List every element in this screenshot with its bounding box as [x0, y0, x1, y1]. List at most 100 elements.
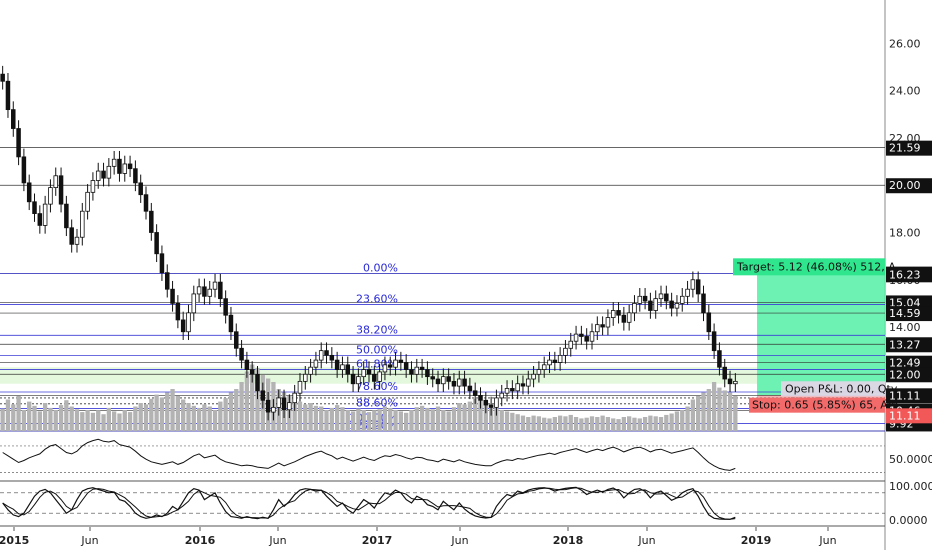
volume-bar	[32, 405, 37, 431]
time-axis[interactable]: 2015 Jun 2016 Jun 2017 Jun 2018 Jun 2019 Jun	[0, 527, 837, 547]
candle-body	[541, 364, 547, 370]
volume-bar	[191, 405, 196, 431]
stop-label-box	[749, 397, 885, 413]
candle-body	[669, 300, 674, 309]
candle-body	[488, 404, 494, 408]
candle-body	[632, 302, 637, 314]
candle-body	[122, 163, 128, 174]
candle-body	[536, 369, 542, 375]
volume-bar	[515, 414, 520, 431]
volume-bar	[377, 409, 382, 431]
volume-bar	[122, 410, 127, 431]
year-tick-label: 2017	[362, 534, 393, 547]
candle-body	[621, 314, 627, 323]
candle-body	[573, 333, 579, 342]
volume-bar	[526, 417, 531, 431]
target-label: Target: 5.12 (46.08%) 512, A	[736, 260, 896, 273]
candle-body	[287, 402, 292, 411]
candle-body	[26, 182, 32, 203]
candle-body	[111, 158, 117, 167]
candle-body	[435, 378, 441, 385]
candle-body	[85, 191, 90, 212]
volume-bar	[510, 412, 515, 431]
volume-bar	[621, 417, 627, 431]
volume-bar	[717, 387, 722, 431]
candle-body	[361, 369, 366, 378]
candle-body	[186, 312, 191, 333]
candle-body	[441, 376, 446, 385]
price-badge-label: 20.00	[889, 179, 921, 192]
candle-body	[579, 333, 584, 337]
volume-bar	[303, 404, 308, 431]
volume-bar	[212, 410, 218, 431]
candle-body	[589, 331, 595, 342]
candle-body	[664, 293, 669, 302]
candle-body	[90, 180, 96, 193]
candle-body	[324, 350, 329, 356]
volume-bar	[430, 409, 435, 431]
volume-bar	[207, 406, 212, 431]
position-tool[interactable]: Target: 5.12 (46.08%) 512, A Open P&L: 0.…	[733, 258, 898, 413]
candle-body	[457, 378, 462, 387]
price-badge-red	[886, 408, 932, 424]
volume-bar	[414, 407, 419, 431]
volume-bar	[552, 417, 557, 431]
candle-body	[276, 397, 281, 408]
candle-body	[202, 286, 207, 297]
volume-bar	[361, 410, 366, 431]
stop-label: Stop: 0.65 (5.85%) 65, Am	[752, 399, 898, 412]
volume-bar	[563, 416, 568, 431]
candle-body	[53, 175, 59, 188]
volume-bar	[669, 413, 674, 431]
candle-body	[706, 312, 712, 333]
volume-bar	[595, 417, 600, 431]
rsi-pane: 50.0000	[0, 438, 932, 473]
price-badge	[886, 388, 932, 404]
candle-body	[48, 187, 53, 205]
price-badge-label: 21.59	[889, 142, 921, 155]
volume-bar	[175, 396, 181, 431]
price-axis[interactable]: 26.0024.0022.0020.0018.0016.0014.0012.00…	[886, 37, 932, 432]
candle-body	[80, 210, 85, 238]
candle-body	[74, 236, 80, 245]
year-tick-label: 2016	[185, 534, 216, 547]
candle-body	[133, 168, 138, 184]
candle-body	[520, 383, 526, 387]
volume-bar	[706, 389, 711, 431]
candle-body	[414, 366, 420, 375]
volume-bar	[64, 400, 69, 431]
candle-body	[403, 362, 409, 370]
candle-body	[366, 369, 372, 375]
volume-bar	[117, 413, 122, 431]
price-badge	[886, 337, 932, 353]
volume-bar	[685, 406, 690, 431]
volume-bar	[42, 403, 48, 431]
volume-bar	[159, 397, 165, 431]
volume-bar	[350, 411, 356, 431]
volume-bar	[658, 417, 664, 431]
volume-bar	[388, 407, 393, 431]
volume-bar	[467, 401, 473, 431]
volume-bar	[324, 410, 329, 431]
candle-body	[451, 380, 457, 387]
fib-level-label: 78.60%	[356, 380, 398, 393]
price-badge	[886, 355, 932, 371]
volume-bar	[727, 392, 733, 431]
candle-body	[37, 213, 43, 226]
candle-body	[584, 336, 589, 342]
volume-bar	[451, 407, 457, 431]
volume-bar	[356, 408, 361, 431]
volume-bar	[143, 404, 149, 431]
volume-bar	[722, 390, 727, 431]
candle-body	[21, 156, 27, 184]
volume-bar	[382, 406, 388, 431]
candle-body	[504, 388, 510, 394]
month-tick-label: Jun	[450, 534, 468, 547]
candle-body	[515, 383, 520, 392]
volume-bar	[441, 410, 446, 431]
candle-body	[695, 279, 701, 295]
volume-bar	[600, 415, 605, 431]
volume-bar	[202, 404, 207, 431]
candle-body	[11, 109, 16, 129]
volume-bar	[584, 417, 589, 431]
